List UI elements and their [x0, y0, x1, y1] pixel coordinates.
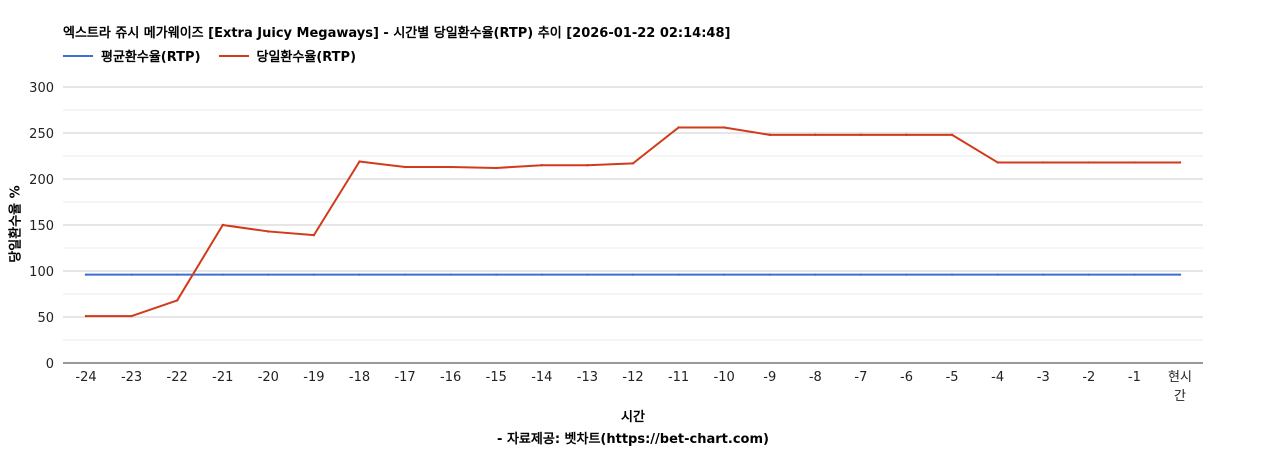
x-tick-label: -21 [212, 370, 233, 385]
data-point-1 [586, 164, 589, 167]
data-point-1 [495, 166, 498, 170]
data-point-1 [1133, 161, 1136, 164]
data-point-1 [267, 230, 270, 233]
legend-label-average: 평균환수율(RTP) [101, 50, 201, 65]
chart-title: 엑스트라 쥬시 메가웨이즈 [Extra Juicy Megaways] - 시… [63, 26, 731, 41]
data-point-0 [905, 273, 908, 276]
data-point-0 [722, 273, 726, 276]
x-tick-label: -8 [809, 370, 822, 385]
x-axis-label: 시간 [621, 410, 645, 425]
data-point-0 [996, 273, 999, 276]
data-point-1 [130, 314, 133, 318]
x-tick-label: -17 [394, 370, 415, 385]
y-tick-label: 250 [29, 127, 54, 142]
y-tick-label: 300 [29, 81, 54, 96]
data-point-0 [950, 273, 954, 276]
legend-label-daily: 당일환수율(RTP) [256, 50, 357, 65]
data-point-0 [814, 273, 817, 276]
data-point-0 [267, 273, 270, 276]
data-point-0 [130, 273, 133, 276]
data-point-1 [722, 126, 726, 129]
data-point-1 [768, 133, 771, 137]
x-tick-label: -14 [531, 370, 552, 385]
y-tick-label: 0 [46, 357, 54, 372]
data-point-1 [950, 133, 954, 137]
data-point-1 [905, 133, 908, 137]
data-point-1 [1042, 161, 1045, 164]
legend-item-average[interactable]: 평균환수율(RTP) [63, 46, 201, 65]
data-point-0 [586, 273, 589, 276]
data-point-1 [175, 299, 179, 302]
y-axis-label: 당일환수율 % [8, 185, 24, 263]
data-point-0 [1042, 273, 1045, 276]
data-point-1 [814, 133, 817, 137]
data-point-0 [768, 273, 771, 276]
data-point-1 [312, 233, 316, 237]
data-point-1 [84, 314, 88, 318]
x-tick-label: -10 [714, 370, 735, 385]
data-point-1 [449, 165, 452, 169]
x-tick-label: -1 [1128, 370, 1141, 385]
data-point-0 [175, 273, 179, 276]
data-point-1 [677, 126, 680, 129]
x-tick-label: -5 [946, 370, 959, 385]
data-point-1 [540, 164, 544, 167]
x-tick-label: -12 [622, 370, 643, 385]
data-point-0 [495, 273, 498, 276]
x-tick-label: -11 [668, 370, 689, 385]
data-point-0 [631, 273, 635, 276]
data-point-1 [221, 223, 224, 227]
x-tick-label: -22 [167, 370, 188, 385]
data-point-0 [540, 273, 544, 276]
x-tick-label: -16 [440, 370, 461, 385]
x-tick-label: -20 [258, 370, 279, 385]
data-point-1 [631, 162, 635, 165]
x-tick-label: -3 [1037, 370, 1050, 385]
data-point-0 [859, 273, 863, 276]
y-tick-label: 100 [29, 265, 54, 280]
x-tick-label: -6 [900, 370, 913, 385]
chart-legend: 평균환수율(RTP) 당일환수율(RTP) [63, 46, 356, 65]
y-tick-label: 200 [29, 173, 54, 188]
x-tick-label: -2 [1082, 370, 1095, 385]
data-point-1 [1178, 161, 1182, 164]
data-point-1 [859, 133, 863, 137]
data-point-0 [312, 273, 316, 276]
data-point-0 [403, 273, 407, 276]
x-tick-label: -15 [486, 370, 507, 385]
x-tick-label: -13 [577, 370, 598, 385]
data-source-note: - 자료제공: 벳차트(https://bet-chart.com) [497, 432, 769, 447]
x-tick-label: -9 [763, 370, 776, 385]
y-tick-label: 50 [37, 311, 54, 326]
data-point-0 [84, 273, 88, 276]
x-tick-label: -19 [303, 370, 324, 385]
legend-item-daily[interactable]: 당일환수율(RTP) [218, 46, 357, 65]
data-point-0 [677, 273, 680, 276]
x-tick-label: -24 [75, 370, 96, 385]
data-point-1 [996, 161, 999, 164]
data-point-1 [1087, 161, 1091, 164]
x-tick-label: -18 [349, 370, 370, 385]
y-tick-label: 150 [29, 219, 54, 234]
x-tick-label: -4 [991, 370, 1004, 385]
x-tick-label: 현시 [1168, 370, 1192, 385]
legend-swatch-average [63, 54, 93, 57]
x-tick-label: 간 [1174, 389, 1186, 404]
data-point-0 [1087, 273, 1091, 276]
x-tick-label: -23 [121, 370, 142, 385]
data-point-0 [358, 273, 361, 276]
legend-swatch-daily [218, 54, 249, 57]
x-tick-label: -7 [854, 370, 867, 385]
data-point-0 [1178, 273, 1182, 276]
data-point-0 [449, 273, 452, 276]
data-point-0 [221, 273, 224, 276]
data-point-1 [403, 165, 407, 169]
data-point-1 [358, 160, 361, 163]
data-point-0 [1133, 273, 1136, 276]
